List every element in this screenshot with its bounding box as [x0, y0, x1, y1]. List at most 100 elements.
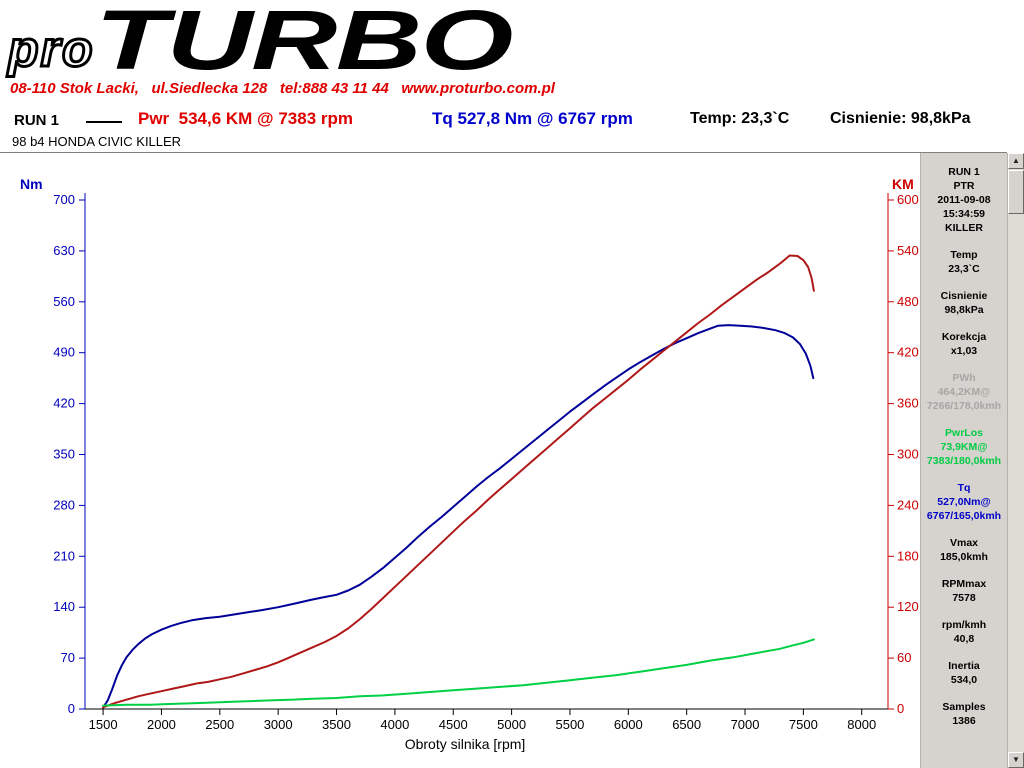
sidebar-stat-line: PTR [953, 180, 975, 192]
sidebar-stat-line: Tq [957, 482, 971, 494]
x-axis-title: Obroty silnika [rpm] [405, 736, 526, 752]
x-axis-tick-label: 1500 [89, 717, 118, 732]
sidebar-stat-line: 73,9KM@ [940, 441, 988, 453]
left-axis-tick-label: 630 [53, 243, 75, 258]
right-axis-tick-label: 240 [897, 497, 919, 512]
left-axis-tick-label: 350 [53, 447, 75, 462]
scrollbar-thumb[interactable] [1008, 170, 1024, 214]
left-axis-tick-label: 70 [61, 650, 75, 665]
sidebar-stat-group: Temp 23,3`C [921, 248, 1007, 276]
scroll-up-icon[interactable]: ▲ [1008, 153, 1024, 169]
right-axis-tick-label: 180 [897, 548, 919, 563]
left-axis-tick-label: 0 [68, 701, 75, 716]
left-axis-tick-label: 420 [53, 396, 75, 411]
sidebar-stat-line: 7578 [952, 592, 976, 604]
right-axis-tick-label: 120 [897, 599, 919, 614]
sidebar-stat-line: 6767/165,0kmh [926, 510, 1002, 522]
sidebar-stat-line: PWh [952, 372, 976, 384]
left-axis-unit-label: Nm [20, 176, 43, 192]
stats-sidebar: RUN 1 PTR 2011-09-08 15:34:59 KILLER Temp 23,3… [920, 153, 1007, 768]
sidebar-stat-line: Inertia [948, 660, 980, 672]
sidebar-stat-line: Vmax [949, 537, 979, 549]
sidebar-stat-group: RPMmax 7578 [921, 577, 1007, 605]
right-axis-tick-label: 360 [897, 396, 919, 411]
sidebar-stat-line: RUN 1 [948, 166, 980, 178]
right-axis-tick-label: 420 [897, 345, 919, 360]
sidebar-stat-group: rpm/kmh 40,8 [921, 618, 1007, 646]
sidebar-stat-group: Cisnienie 98,8kPa [921, 289, 1007, 317]
right-axis-tick-label: 540 [897, 243, 919, 258]
right-axis-tick-label: 300 [897, 447, 919, 462]
x-axis-tick-label: 3000 [264, 717, 293, 732]
x-axis-tick-label: 6000 [614, 717, 643, 732]
left-axis-tick-label: 210 [53, 548, 75, 563]
logo-turbo-text: TURBO [94, 0, 513, 87]
sidebar-stat-line: 23,3`C [948, 263, 980, 275]
right-axis-tick-label: 600 [897, 192, 919, 207]
curve-pwrlos-km- [102, 638, 815, 707]
sidebar-stat-group: Inertia 534,0 [921, 659, 1007, 687]
right-axis-unit-label: KM [892, 176, 914, 192]
x-axis-tick-label: 7000 [731, 717, 760, 732]
x-axis-tick-label: 8000 [847, 717, 876, 732]
sidebar-stat-line: PwrLos [945, 427, 983, 439]
sidebar-stat-group: Korekcja x1,03 [921, 330, 1007, 358]
sidebar-stat-line: 534,0 [950, 674, 978, 686]
left-axis-tick-label: 490 [53, 345, 75, 360]
sidebar-stat-group: RUN 1 PTR 2011-09-08 15:34:59 KILLER [921, 165, 1007, 235]
vehicle-title: 98 b4 HONDA CIVIC KILLER [12, 134, 182, 149]
dyno-chart: 0701402102803504204905606307000601201802… [20, 176, 919, 752]
vertical-scrollbar[interactable]: ▲ ▼ [1007, 153, 1024, 768]
sidebar-stat-line: Cisnienie [940, 290, 988, 302]
sidebar-stat-line: 40,8 [953, 633, 975, 645]
right-axis-tick-label: 60 [897, 650, 911, 665]
sidebar-stat-line: Samples [942, 701, 986, 713]
left-axis-tick-label: 700 [53, 192, 75, 207]
sidebar-stat-line: 7266/178,0kmh [926, 400, 1002, 412]
sidebar-stat-group: Tq 527,0Nm@ 6767/165,0kmh [921, 481, 1007, 523]
sidebar-stat-line: x1,03 [950, 345, 978, 357]
x-axis-tick-label: 6500 [672, 717, 701, 732]
x-axis-tick-label: 3500 [322, 717, 351, 732]
logo-pro-text: pro [7, 21, 95, 77]
left-axis-tick-label: 140 [53, 599, 75, 614]
right-axis-tick-label: 0 [897, 701, 904, 716]
left-axis-tick-label: 280 [53, 497, 75, 512]
x-axis-tick-label: 5000 [497, 717, 526, 732]
sidebar-stat-group: Samples 1386 [921, 700, 1007, 728]
power-readout: Pwr 534,6 KM @ 7383 rpm [138, 109, 354, 128]
proturbo-logo: pro TURBO [7, 0, 513, 82]
sidebar-stat-line: 527,0Nm@ [937, 496, 991, 508]
run-legend-line [86, 121, 122, 123]
sidebar-stat-line: 15:34:59 [942, 208, 986, 220]
sidebar-stat-line: 185,0kmh [940, 551, 988, 563]
x-axis-tick-label: 2500 [205, 717, 234, 732]
sidebar-stat-line: Korekcja [941, 331, 987, 343]
curve-tq-nm- [102, 324, 815, 709]
x-axis-tick-label: 5500 [555, 717, 584, 732]
sidebar-stat-line: Temp [950, 249, 978, 261]
sidebar-stat-group: PwrLos 73,9KM@ 7383/180,0kmh [921, 426, 1007, 468]
sidebar-stat-line: RPMmax [941, 578, 987, 590]
sidebar-stat-line: rpm/kmh [941, 619, 987, 631]
right-axis-tick-label: 480 [897, 294, 919, 309]
torque-readout: Tq 527,8 Nm @ 6767 rpm [432, 109, 633, 128]
address-line: 08-110 Stok Lacki, ul.Siedlecka 128 tel:… [10, 80, 555, 97]
sidebar-stat-group: PWh 464,2KM@ 7266/178,0kmh [921, 371, 1007, 413]
sidebar-stat-line: 1386 [952, 715, 976, 727]
sidebar-stat-line: 98,8kPa [944, 304, 984, 316]
curve-pwr-km- [102, 254, 815, 709]
x-axis-tick-label: 2000 [147, 717, 176, 732]
header-divider [0, 152, 1007, 153]
sidebar-stat-group: Vmax 185,0kmh [921, 536, 1007, 564]
x-axis-tick-label: 4000 [380, 717, 409, 732]
left-axis-tick-label: 560 [53, 294, 75, 309]
temperature-readout: Temp: 23,3`C [690, 110, 790, 127]
x-axis-tick-label: 4500 [439, 717, 468, 732]
x-axis-tick-label: 7500 [789, 717, 818, 732]
run-label: RUN 1 [14, 112, 60, 129]
sidebar-stat-line: 464,2KM@ [937, 386, 991, 398]
scroll-down-icon[interactable]: ▼ [1008, 752, 1024, 768]
sidebar-stat-line: 2011-09-08 [937, 194, 991, 206]
